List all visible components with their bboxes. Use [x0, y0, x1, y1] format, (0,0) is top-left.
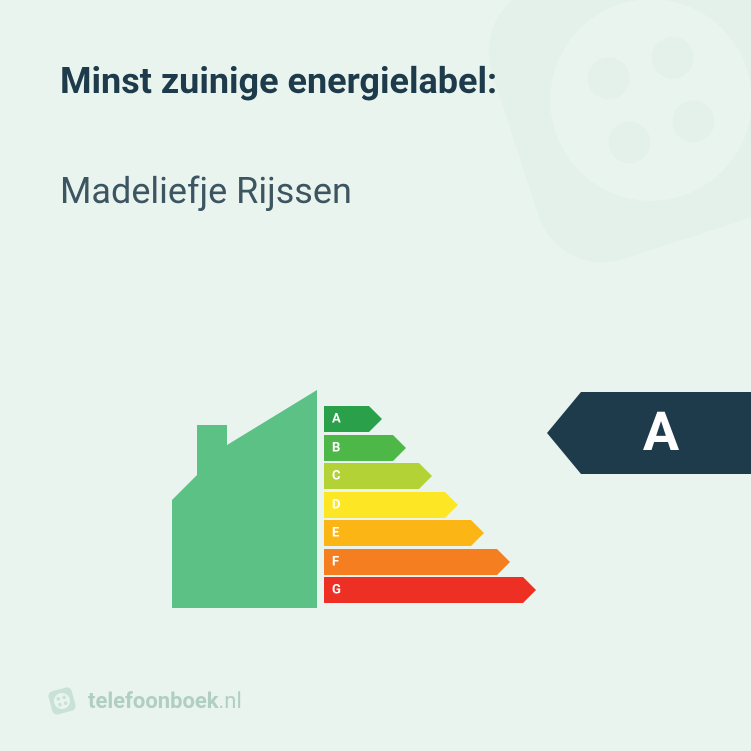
energy-chart: ABCDEFG [172, 390, 592, 610]
energy-bar-letter: A [332, 412, 341, 427]
energy-bar-letter: D [332, 497, 340, 512]
energy-bar-letter: F [332, 554, 339, 569]
energy-bar: E [324, 520, 484, 546]
energy-bar: F [324, 549, 510, 575]
selected-badge-arrow [547, 392, 581, 474]
watermark-icon [441, 0, 751, 310]
energy-bar-row: F [324, 549, 536, 575]
footer: telefoonboek.nl [46, 685, 242, 717]
energy-label-card: Minst zuinige energielabel: Madeliefje R… [0, 0, 751, 751]
house-icon [172, 390, 317, 608]
energy-bars: ABCDEFG [324, 406, 536, 606]
energy-bar-row: E [324, 520, 536, 546]
selected-rating-letter: A [643, 406, 679, 460]
footer-brand: telefoonboek.nl [88, 689, 242, 714]
selected-badge-body: A [581, 392, 751, 474]
energy-bar-letter: E [332, 526, 339, 541]
footer-brand-name: telefoonboek [88, 689, 219, 714]
energy-bar-letter: B [332, 440, 340, 455]
selected-rating-badge: A [547, 392, 751, 474]
footer-brand-tld: .nl [219, 689, 242, 714]
energy-bar: B [324, 435, 406, 461]
energy-bar-letter: G [332, 583, 341, 598]
energy-bar-row: D [324, 492, 536, 518]
energy-bar: C [324, 463, 432, 489]
card-subtitle: Madeliefje Rijssen [60, 170, 352, 212]
energy-bar: G [324, 577, 536, 603]
energy-bar-letter: C [332, 469, 341, 484]
energy-bar-row: C [324, 463, 536, 489]
energy-bar: A [324, 406, 382, 432]
energy-bar-row: G [324, 577, 536, 603]
energy-bar-row: B [324, 435, 536, 461]
energy-bar-row: A [324, 406, 536, 432]
energy-bar: D [324, 492, 458, 518]
card-title: Minst zuinige energielabel: [60, 60, 497, 102]
footer-logo-icon [46, 685, 78, 717]
